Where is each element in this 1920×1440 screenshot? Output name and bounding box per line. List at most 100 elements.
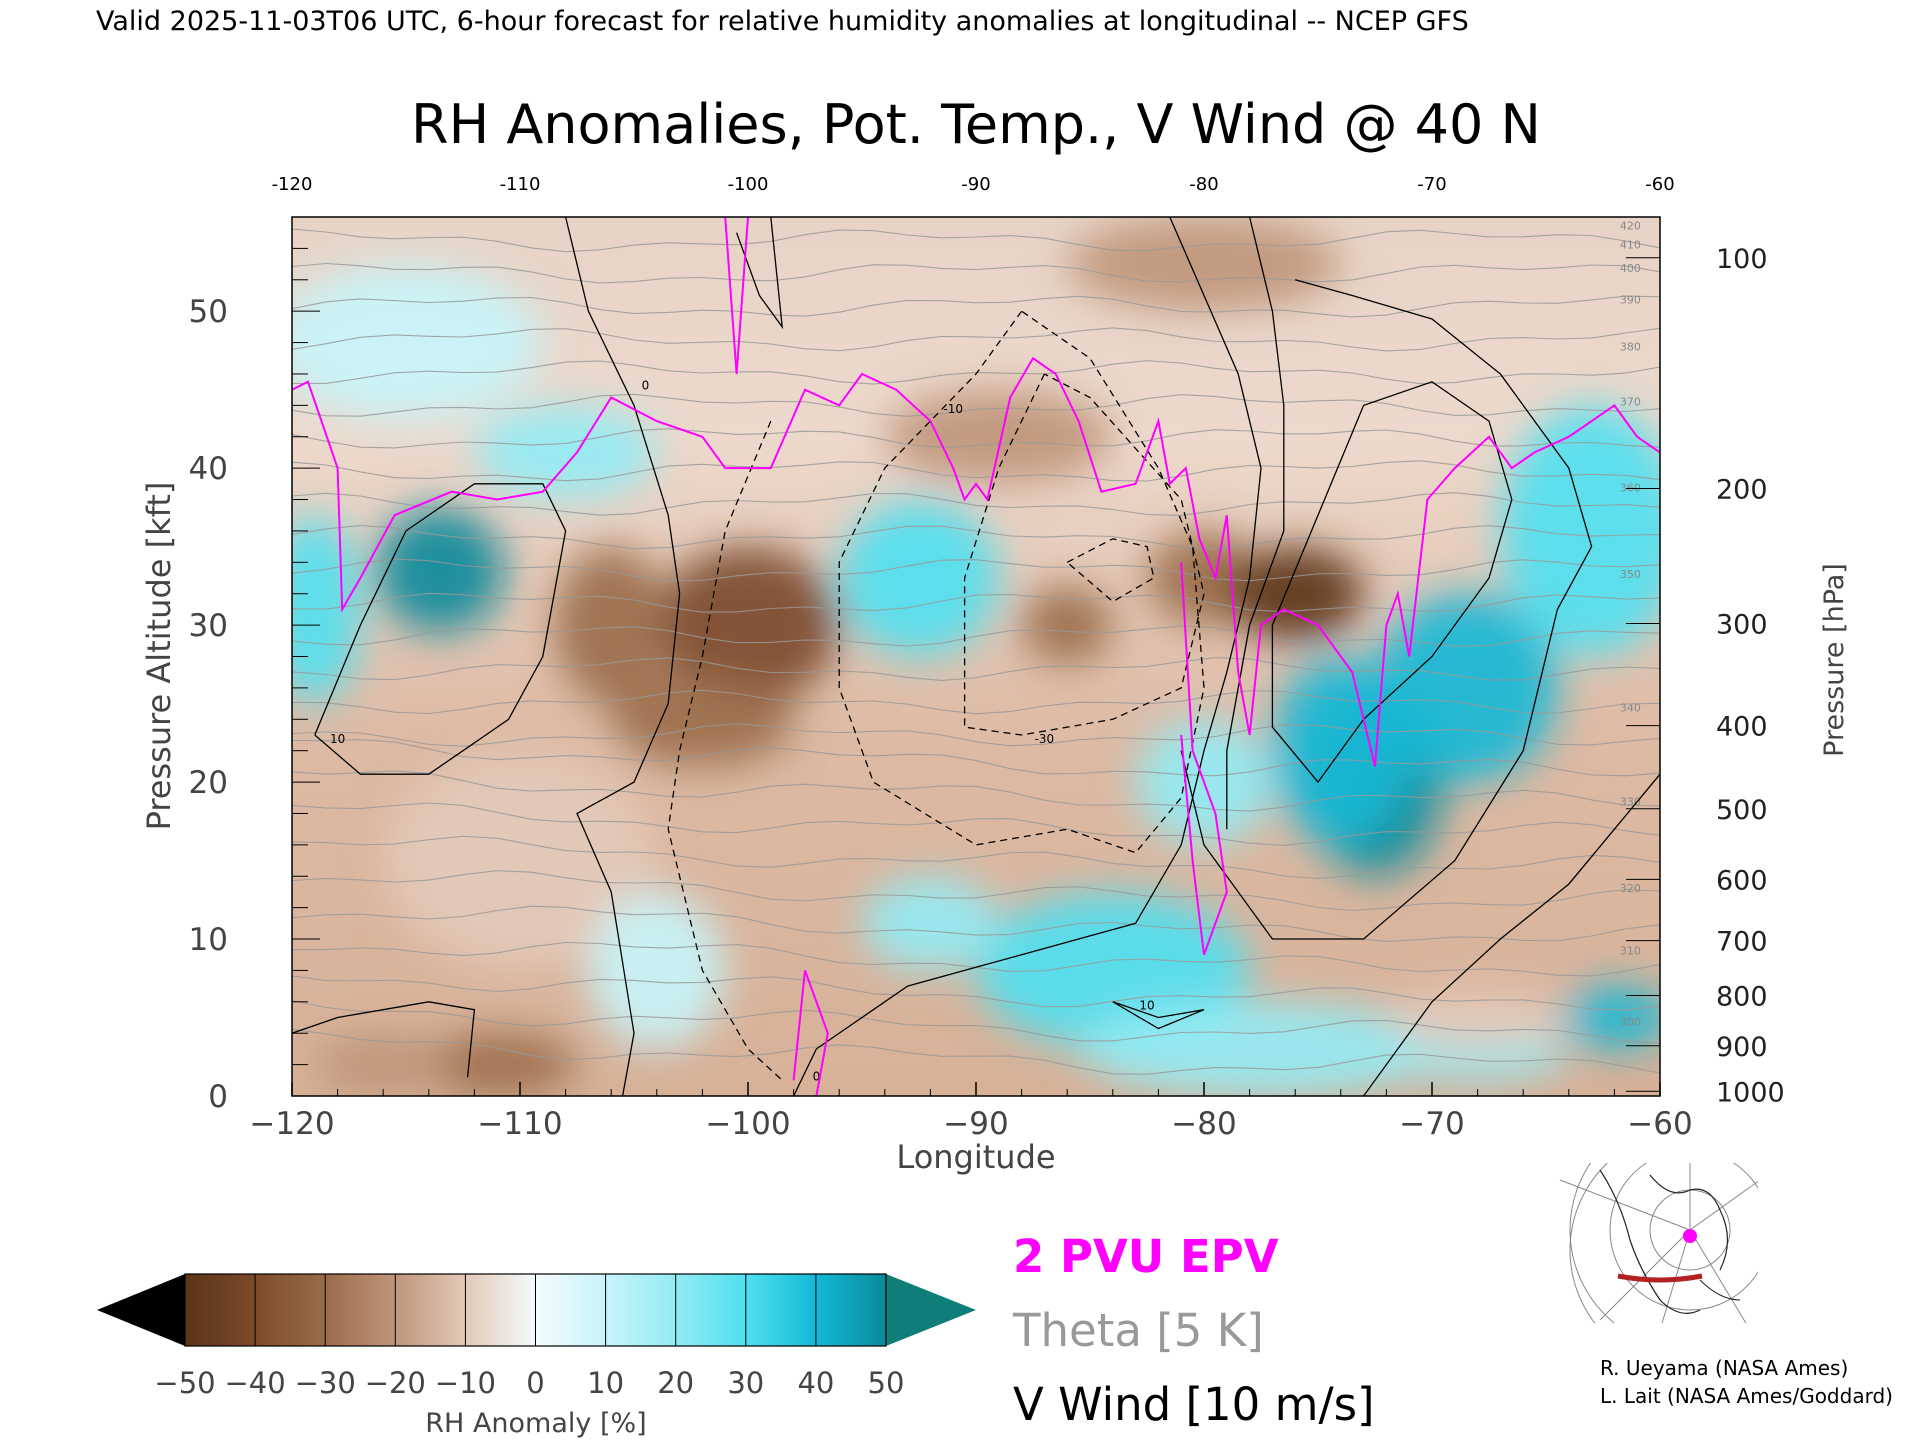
colorbar-tick-label: 0 [526, 1366, 544, 1400]
vwind-label-3: -10 [943, 402, 963, 416]
top-tick-label: -100 [728, 174, 769, 195]
x-tick-label: −60 [1627, 1106, 1692, 1142]
pressure-tick-label: 1000 [1716, 1077, 1785, 1108]
legend-pv: 2 PVU EPV [1013, 1230, 1279, 1283]
pv2-contour [292, 356, 1660, 767]
credit-line-2: L. Lait (NASA Ames/Goddard) [1600, 1384, 1893, 1408]
pressure-tick-label: 900 [1716, 1032, 1768, 1063]
colorbar-segment-5 [535, 1274, 606, 1346]
top-tick-label: -90 [961, 174, 990, 195]
pressure-tick-label: 200 [1716, 475, 1768, 506]
theta-contour-20 [292, 393, 1660, 417]
rh-anomaly-blob-27 [292, 264, 543, 422]
vwind-label-4: -30 [1035, 732, 1055, 746]
pressure-tick-label: 300 [1716, 610, 1768, 641]
pressure-tick-label: 800 [1716, 982, 1768, 1013]
locator-point-icon [1683, 1229, 1697, 1243]
y-tick-label: 20 [189, 765, 228, 801]
locator-map [1558, 1163, 1758, 1323]
theta-contour-6 [292, 835, 1660, 880]
colorbar-label: RH Anomaly [%] [425, 1408, 646, 1439]
theta-contour-12 [292, 657, 1660, 681]
pressure-tick-label: 100 [1716, 244, 1768, 275]
y-tick-label: 0 [208, 1079, 228, 1115]
legend-vwind: V Wind [10 m/s] [1013, 1378, 1375, 1431]
theta-contour-9 [292, 739, 1660, 777]
y-tick-label: 30 [189, 608, 228, 644]
theta-label-420: 420 [1620, 220, 1641, 233]
vwind-contours: 10 0 0 -10 -30 10 [292, 217, 1660, 1096]
theta-label-370: 370 [1620, 395, 1641, 408]
x-tick-label: −120 [249, 1106, 334, 1142]
theta-label-300: 300 [1620, 1015, 1641, 1028]
rh-anomaly-blob-4 [554, 546, 669, 704]
colorbar-tick-label: 20 [657, 1366, 694, 1400]
colorbar-segment-9 [815, 1274, 886, 1346]
vwind-east-low [1363, 773, 1660, 1096]
vwind-ten-west [314, 483, 567, 775]
colorbar-tick-label: 10 [587, 1366, 624, 1400]
x-tick-label: −70 [1399, 1106, 1464, 1142]
rh-anomaly-blob-24 [588, 891, 726, 1049]
vwind-pos-east [1180, 279, 1593, 940]
pv-contour-layer [292, 217, 1660, 1096]
colorbar-tick-label: 30 [727, 1366, 764, 1400]
x-tick-label: −110 [477, 1106, 562, 1142]
rh-anomaly-blob-18 [1557, 986, 1660, 1049]
y-tick-label: 40 [189, 451, 228, 487]
theta-contour-22 [292, 327, 1660, 352]
colorbar-tick-label: −30 [295, 1366, 356, 1400]
theta-contour-23 [292, 295, 1660, 318]
top-tick-label: -120 [272, 174, 313, 195]
rh-anomaly-blob-5 [611, 672, 794, 767]
vwind-neg-core [1066, 538, 1155, 603]
rh-anomaly-blob-22 [314, 1033, 452, 1096]
theta-contour-4 [292, 905, 1660, 942]
theta-contour-24 [292, 262, 1660, 284]
rh-anomaly-blob-16 [862, 876, 999, 971]
theta-label-400: 400 [1620, 262, 1641, 275]
theta-contour-2 [292, 975, 1660, 1011]
chart-title: RH Anomalies, Pot. Temp., V Wind @ 40 N [411, 93, 1541, 156]
theta-label-380: 380 [1620, 340, 1641, 353]
vwind-top-loop [735, 217, 784, 330]
vwind-label-2: 0 [813, 1069, 821, 1083]
rh-anomaly-blob-13 [1375, 593, 1558, 783]
x-axis-label: Longitude [896, 1138, 1055, 1176]
vwind-low-west [292, 1001, 476, 1078]
rh-anomaly-blob-8 [884, 389, 1113, 484]
colorbar-segment-0 [185, 1274, 256, 1346]
legend-theta: Theta [5 K] [1012, 1304, 1264, 1357]
theta-contour-11 [292, 689, 1660, 715]
colorbar-segment-8 [745, 1274, 816, 1346]
colorbar-segment-6 [605, 1274, 676, 1346]
colorbar-tick-label: −50 [154, 1366, 215, 1400]
axes: −120-120−110-110−100-100−90-90−80-80−70-… [189, 174, 1785, 1142]
theta-contour-0 [292, 1028, 1660, 1075]
colorbar-tick-label: −10 [435, 1366, 496, 1400]
rh-anomaly-blob-25 [1386, 986, 1569, 1049]
colorbar-tick-label: 40 [797, 1366, 834, 1400]
colorbar-segment-3 [395, 1274, 466, 1346]
vwind-label-1: 0 [642, 379, 650, 393]
colorbar-tick-label: −40 [224, 1366, 285, 1400]
vwind-neg-center [838, 310, 1205, 854]
pv2-fragment-1 [1180, 562, 1228, 956]
vwind-small-loop [1112, 1001, 1205, 1030]
y-tick-label: 10 [189, 922, 228, 958]
pressure-tick-label: 400 [1716, 712, 1768, 743]
rh-anomaly-blob-21 [417, 1033, 577, 1096]
y-axis-label-left: Pressure Altitude [kft] [140, 482, 178, 831]
rh-anomaly-field [292, 217, 1660, 1096]
theta-contour-16 [292, 524, 1660, 550]
rh-anomaly-blob-14 [1500, 405, 1660, 657]
theta-contour-13 [292, 625, 1660, 647]
theta-label-340: 340 [1620, 701, 1641, 714]
vwind-zero-west [564, 217, 681, 1096]
theta-contour-18 [292, 460, 1660, 482]
colorbar-high-extend [886, 1274, 976, 1346]
rh-anomaly-blob-10 [1226, 546, 1364, 641]
rh-anomaly-blob-26 [1067, 217, 1341, 312]
